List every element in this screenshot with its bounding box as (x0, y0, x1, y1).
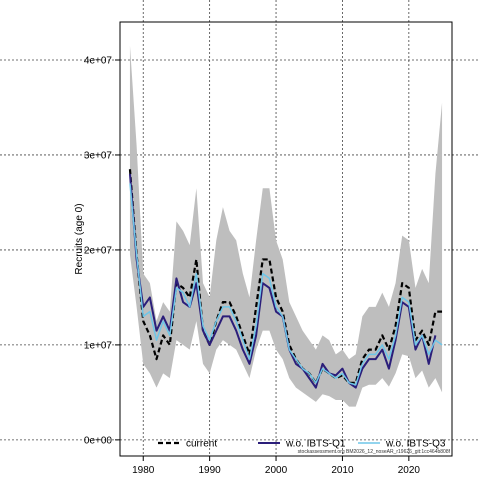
x-tick-label-1: 1990 (199, 465, 222, 476)
legend-label-1: w.o. IBTS-Q1 (285, 439, 346, 450)
x-axis: 1980 1990 2000 2010 2020 (132, 456, 420, 476)
y-tick-label-0: 0e+00 (84, 435, 113, 446)
series-lines (128, 169, 443, 389)
x-tick-label-0: 1980 (132, 465, 155, 476)
y-tick-label-2: 2e+07 (84, 245, 113, 256)
legend-label-0: current (186, 439, 217, 450)
chart-caption: stockassessment.org BM2026_12_noseAR_r19… (298, 449, 451, 455)
x-tick-label-4: 2020 (398, 465, 421, 476)
series-line-0 (128, 169, 443, 384)
y-axis: 0e+00 1e+07 2e+07 3e+07 4e+07 (84, 55, 120, 446)
grid-lines (0, 0, 480, 456)
confidence-band (129, 45, 443, 407)
series-line-2 (129, 183, 443, 386)
y-axis-title: Recruits (age 0) (74, 203, 85, 274)
y-tick-label-1: 1e+07 (84, 340, 113, 351)
x-tick-label-2: 2000 (265, 465, 288, 476)
confidence-band-area (129, 45, 443, 407)
y-tick-label-3: 3e+07 (84, 150, 113, 161)
plot-frame (119, 21, 453, 457)
legend: current w.o. IBTS-Q1 w.o. IBTS-Q3 (158, 439, 446, 450)
legend-label-2: w.o. IBTS-Q3 (385, 439, 446, 450)
y-tick-label-4: 4e+07 (84, 55, 113, 66)
x-tick-label-3: 2010 (331, 465, 354, 476)
